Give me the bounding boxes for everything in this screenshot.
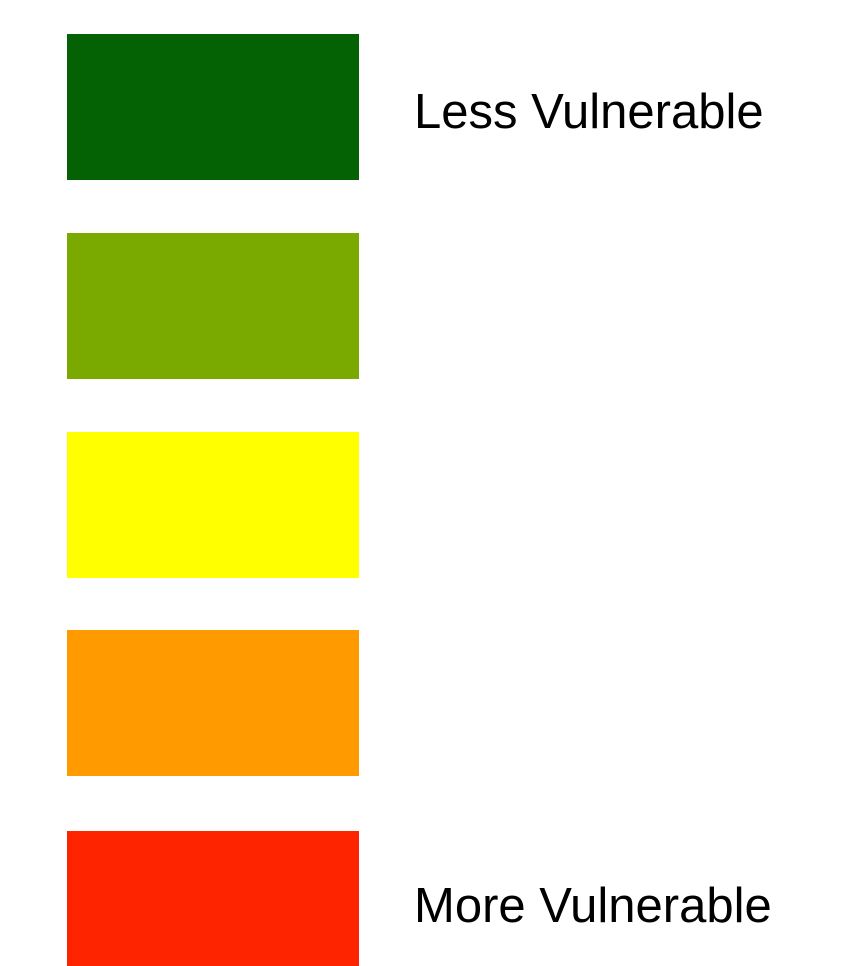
- legend-swatch-1: [67, 34, 359, 180]
- legend-swatch-3: [67, 432, 359, 578]
- legend-swatch-2: [67, 233, 359, 379]
- legend-swatch-4: [67, 630, 359, 776]
- legend-label-more-vulnerable: More Vulnerable: [414, 879, 772, 933]
- legend-label-less-vulnerable: Less Vulnerable: [414, 85, 764, 139]
- legend-swatch-5: [67, 831, 359, 966]
